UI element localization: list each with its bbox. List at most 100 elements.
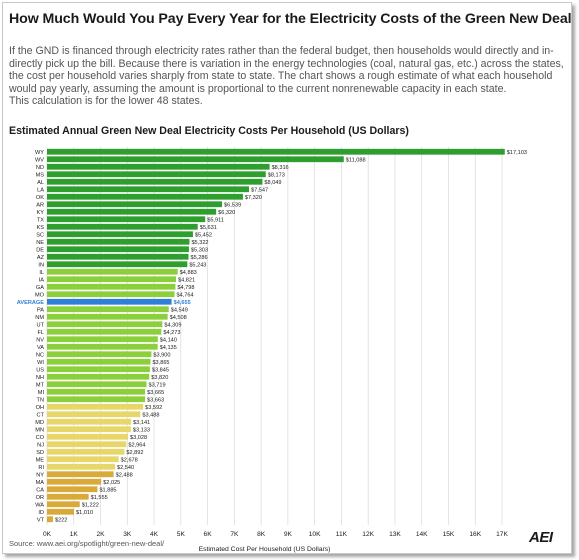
bar <box>47 313 168 320</box>
bar <box>47 381 147 388</box>
chart-frame: How Much Would You Pay Every Year for th… <box>2 2 572 554</box>
category-label: IA <box>39 278 45 284</box>
value-label: $3,663 <box>147 398 164 404</box>
source-note: Source: www.aei.org/spotlight/green-new-… <box>9 539 165 548</box>
value-label: $6,320 <box>218 210 235 216</box>
chart-headline: How Much Would You Pay Every Year for th… <box>9 11 572 27</box>
category-label: VA <box>37 345 44 351</box>
value-label: $1,885 <box>99 488 116 494</box>
category-label: ME <box>36 458 45 464</box>
category-label: MO <box>35 293 45 299</box>
value-label: $1,010 <box>76 510 93 516</box>
description: If the GND is financed through electrici… <box>9 45 565 108</box>
bar <box>47 328 162 335</box>
value-label: $3,592 <box>145 405 162 411</box>
bar <box>47 246 189 253</box>
category-label: VT <box>37 518 45 524</box>
value-label: $3,028 <box>130 435 147 441</box>
bar <box>47 508 75 515</box>
value-label: $3,865 <box>152 360 169 366</box>
category-label: KY <box>37 210 45 216</box>
category-label: CO <box>36 435 45 441</box>
value-label: $3,845 <box>152 368 169 374</box>
x-tick-label: 12K <box>362 531 374 538</box>
value-label: $2,892 <box>126 450 143 456</box>
value-label: $222 <box>55 518 67 524</box>
category-label: GA <box>36 285 44 291</box>
value-label: $4,508 <box>170 315 187 321</box>
x-tick-label: 11K <box>336 531 348 538</box>
bar <box>47 216 206 223</box>
bar <box>47 358 151 365</box>
bar <box>47 201 223 208</box>
bar <box>47 426 131 433</box>
x-axis-title: Estimated Cost Per Household (US Dollars… <box>199 546 331 553</box>
bar <box>47 343 158 350</box>
bar <box>47 291 175 298</box>
value-label: $3,488 <box>142 413 159 419</box>
value-label: $4,273 <box>163 330 180 336</box>
category-label: AZ <box>37 255 45 261</box>
category-label: MS <box>36 173 45 179</box>
value-label: $4,655 <box>174 300 191 306</box>
bar <box>47 351 152 358</box>
x-tick-label: 0K <box>43 531 52 538</box>
value-label: $4,798 <box>177 285 194 291</box>
category-label: ND <box>36 165 44 171</box>
bar <box>47 418 132 425</box>
value-label: $4,821 <box>178 278 195 284</box>
value-label: $3,900 <box>153 353 170 359</box>
value-label: $4,140 <box>160 338 177 344</box>
bar <box>47 186 249 193</box>
value-label: $2,025 <box>103 480 120 486</box>
bar <box>47 178 263 185</box>
value-label: $7,320 <box>245 195 262 201</box>
bar <box>47 156 344 163</box>
bar <box>47 306 169 313</box>
x-tick-label: 17K <box>496 531 508 538</box>
bar <box>47 223 198 230</box>
value-label: $3,820 <box>151 375 168 381</box>
category-label: SD <box>36 450 44 456</box>
category-label: NJ <box>37 443 44 449</box>
value-label: $8,173 <box>268 173 285 179</box>
x-tick-label: 16K <box>469 531 481 538</box>
value-label: $6,539 <box>224 203 241 209</box>
bar <box>47 388 146 395</box>
bar <box>47 238 190 245</box>
bar <box>47 283 176 290</box>
bar <box>47 403 144 410</box>
bar <box>47 148 505 155</box>
category-label: OK <box>36 195 44 201</box>
x-tick-label: 3K <box>123 531 132 538</box>
bar <box>47 396 146 403</box>
bar <box>47 411 141 418</box>
category-label: MN <box>35 428 44 434</box>
description-line: the cost per household varies sharply fr… <box>9 70 553 83</box>
bar <box>47 516 53 523</box>
category-label: AVERAGE <box>17 300 45 306</box>
x-tick-label: 1K <box>70 531 79 538</box>
value-label: $3,665 <box>147 390 164 396</box>
bar <box>47 493 89 500</box>
value-label: $11,088 <box>346 158 366 164</box>
x-tick-label: 6K <box>204 531 213 538</box>
value-label: $4,764 <box>177 293 194 299</box>
x-tick-label: 2K <box>96 531 105 538</box>
category-label: OR <box>36 495 44 501</box>
value-label: $4,309 <box>164 323 181 329</box>
category-label: CT <box>37 413 45 419</box>
category-label: US <box>36 368 44 374</box>
bar <box>47 261 188 268</box>
value-label: $1,555 <box>91 495 108 501</box>
value-label: $2,678 <box>121 458 138 464</box>
category-label: WI <box>37 360 44 366</box>
category-label: TX <box>37 218 44 224</box>
category-label: MD <box>35 420 44 426</box>
value-label: $8,316 <box>272 165 289 171</box>
category-label: CA <box>36 488 44 494</box>
x-tick-label: 9K <box>284 531 293 538</box>
bar-chart: WY $17,103 WV $11,088 ND $8,316 MS $8,173 AL $8,0… <box>17 147 527 553</box>
x-tick-label: 5K <box>177 531 186 538</box>
x-tick-label: 10K <box>309 531 321 538</box>
